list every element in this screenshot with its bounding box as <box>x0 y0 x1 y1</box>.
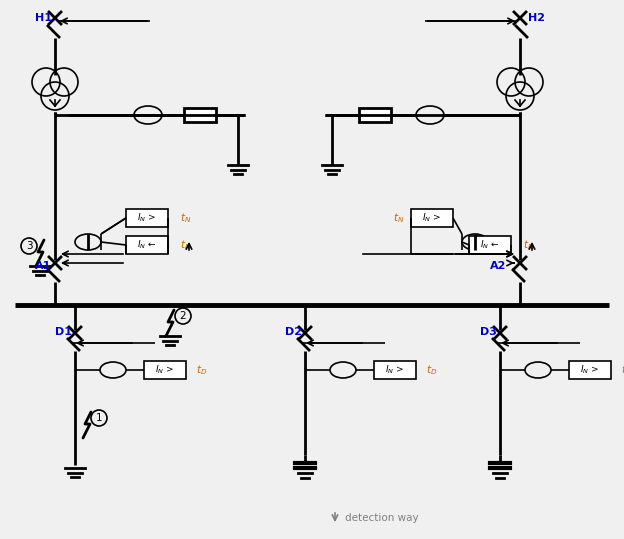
Text: detection way: detection way <box>345 513 419 523</box>
Text: $I_N$ >: $I_N$ > <box>580 364 600 376</box>
Text: D1: D1 <box>55 327 72 337</box>
Text: 1: 1 <box>95 413 102 423</box>
Bar <box>126 209 168 227</box>
Bar <box>374 361 416 379</box>
Text: $t_D$: $t_D$ <box>426 363 437 377</box>
Text: D3: D3 <box>480 327 497 337</box>
Text: $I_N$ >: $I_N$ > <box>422 212 442 224</box>
Text: A2: A2 <box>490 261 506 271</box>
Bar <box>411 209 453 227</box>
Text: $I_N$ >: $I_N$ > <box>137 212 157 224</box>
Text: D2: D2 <box>285 327 302 337</box>
Text: A1: A1 <box>35 261 51 271</box>
Text: $I_N$ ←: $I_N$ ← <box>480 239 500 251</box>
Text: $I_N$ ←: $I_N$ ← <box>137 239 157 251</box>
Text: 2: 2 <box>180 311 187 321</box>
Text: $t_N$: $t_N$ <box>393 211 404 225</box>
Text: $t_D$: $t_D$ <box>621 363 624 377</box>
Bar <box>184 108 216 122</box>
Bar <box>144 361 186 379</box>
Bar <box>126 236 168 254</box>
Text: H2: H2 <box>528 13 545 23</box>
Text: H1: H1 <box>35 13 52 23</box>
Text: $t_R$: $t_R$ <box>523 238 534 252</box>
Text: $t_R$: $t_R$ <box>180 238 190 252</box>
Bar <box>569 361 611 379</box>
Text: $t_N$: $t_N$ <box>180 211 192 225</box>
Text: $I_N$ >: $I_N$ > <box>386 364 404 376</box>
Text: 3: 3 <box>26 241 32 251</box>
Bar <box>359 108 391 122</box>
Bar <box>469 236 511 254</box>
Text: $I_N$ >: $I_N$ > <box>155 364 175 376</box>
Text: $t_D$: $t_D$ <box>196 363 207 377</box>
